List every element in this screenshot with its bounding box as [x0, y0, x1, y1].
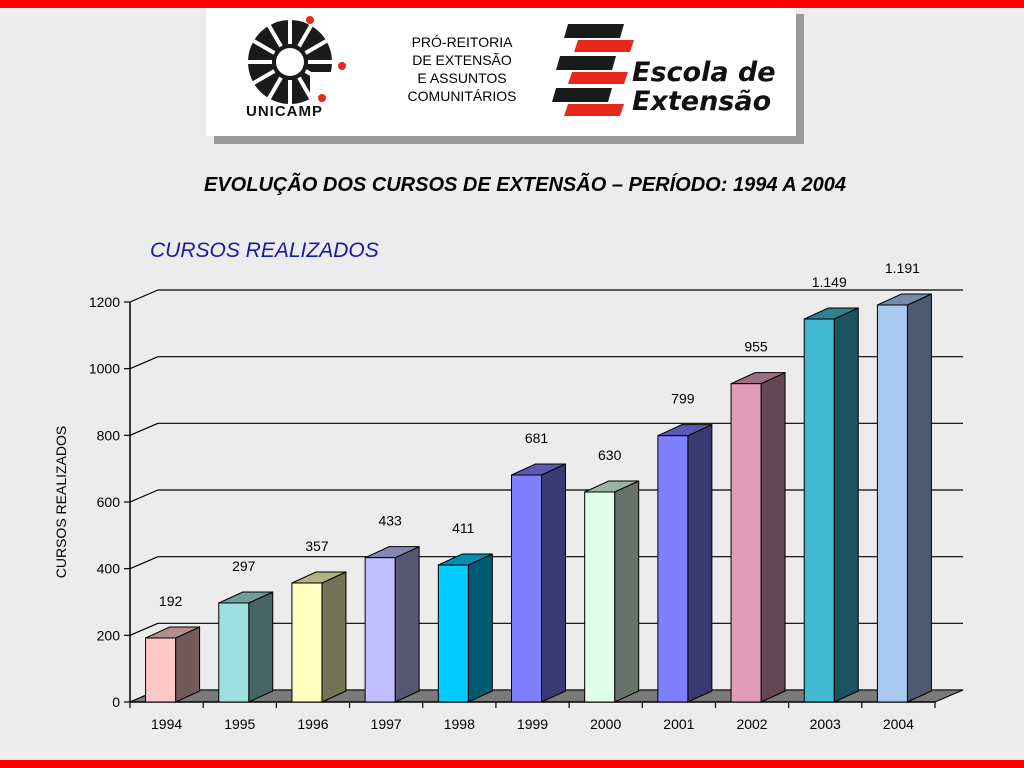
- bar-side-1998: [467, 553, 493, 703]
- data-label-1995: 297: [232, 558, 256, 574]
- unicamp-logo: [248, 16, 346, 112]
- x-tick-label-1994: 1994: [151, 716, 182, 732]
- escola-de-extensao-text: Escola de Extensão: [632, 58, 776, 116]
- y-tick-label: 1000: [89, 361, 120, 377]
- bar-1997: [364, 557, 396, 703]
- bar-2004: [876, 304, 908, 703]
- bar-side-1997: [394, 545, 420, 703]
- x-tick-label-1995: 1995: [224, 716, 255, 732]
- pro-reitoria-line-2: DE EXTENSÃO: [412, 52, 512, 68]
- bar-2001: [657, 435, 689, 703]
- y-tick-label: 200: [97, 627, 121, 643]
- bar-side-1996: [321, 571, 347, 703]
- bottom-red-stripe: [0, 760, 1024, 768]
- chart-subtitle: CURSOS REALIZADOS: [150, 239, 379, 262]
- data-label-2000: 630: [598, 447, 622, 463]
- pro-reitoria-line-3: E ASSUNTOS: [417, 70, 507, 86]
- data-label-1996: 357: [305, 538, 329, 554]
- data-label-2004: 1.191: [885, 260, 920, 276]
- bar-1999: [511, 474, 542, 703]
- bar-side-2004: [906, 293, 932, 703]
- gridline-diagonal: [129, 489, 159, 503]
- chart-title: EVOLUÇÃO DOS CURSOS DE EXTENSÃO – PERÍOD…: [203, 174, 847, 196]
- x-tick-label-2003: 2003: [810, 716, 841, 732]
- pro-reitoria-line-1: PRÓ-REITORIA: [411, 34, 513, 50]
- x-tick-label-2004: 2004: [883, 716, 914, 732]
- bar-1998: [437, 564, 469, 703]
- data-label-1999: 681: [525, 430, 549, 446]
- data-label-1994: 192: [159, 593, 183, 609]
- x-tick-label-2001: 2001: [663, 716, 694, 732]
- y-tick-label: 0: [112, 694, 120, 710]
- pro-reitoria-text: PRÓ-REITORIA DE EXTENSÃO E ASSUNTOS COMU…: [392, 33, 532, 105]
- gridline-diagonal: [129, 622, 159, 636]
- escola-logo: [552, 24, 634, 116]
- gridline-diagonal: [129, 289, 159, 303]
- bar-side-1994: [175, 626, 201, 703]
- top-red-stripe: [0, 0, 1024, 8]
- bar-1994: [145, 637, 177, 703]
- gridline-diagonal: [129, 356, 159, 370]
- data-label-1998: 411: [452, 520, 475, 536]
- bar-side-2003: [833, 307, 859, 703]
- bar-side-2002: [760, 371, 786, 703]
- bar-2000: [584, 491, 616, 703]
- bar-2002: [730, 383, 762, 703]
- y-tick-label: 800: [97, 427, 121, 443]
- bar-side-2000: [614, 480, 640, 703]
- x-tick-label-2000: 2000: [590, 716, 621, 732]
- bar-side-1995: [248, 591, 274, 703]
- bar-side-2001: [687, 423, 713, 703]
- escola-line-2: Extensão: [632, 86, 772, 117]
- y-tick-label: 400: [97, 561, 121, 577]
- data-label-2002: 955: [744, 339, 768, 355]
- data-label-1997: 433: [378, 513, 402, 529]
- data-label-2001: 799: [671, 391, 695, 407]
- x-tick-label-1996: 1996: [297, 716, 328, 732]
- bar-1995: [218, 602, 250, 703]
- x-tick-label-1998: 1998: [444, 716, 475, 732]
- gridline-diagonal: [129, 422, 159, 436]
- y-tick-label: 1200: [89, 294, 120, 310]
- bar-side-1999: [541, 463, 566, 703]
- y-axis-title: CURSOS REALIZADOS: [53, 426, 69, 578]
- bar-2003: [803, 318, 835, 703]
- pro-reitoria-line-4: COMUNITÁRIOS: [407, 88, 517, 104]
- x-tick-label-1997: 1997: [371, 716, 402, 732]
- gridline-diagonal: [129, 556, 159, 570]
- bar-1996: [291, 582, 323, 703]
- x-tick-label-2002: 2002: [736, 716, 767, 732]
- unicamp-name: UNICAMP: [246, 103, 323, 120]
- escola-line-1: Escola de: [632, 57, 776, 88]
- y-tick-label: 600: [97, 494, 121, 510]
- data-label-2003: 1.149: [812, 274, 847, 290]
- x-tick-label-1999: 1999: [517, 716, 548, 732]
